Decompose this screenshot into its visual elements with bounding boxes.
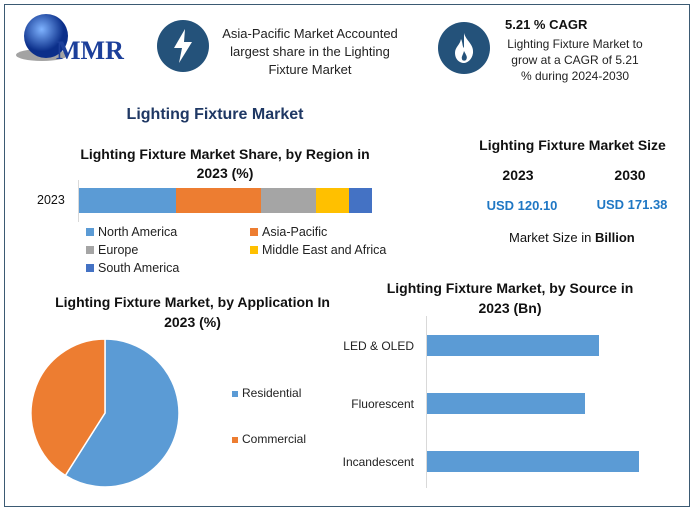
year-2023: 2023 bbox=[502, 167, 534, 183]
legend-label: Europe bbox=[98, 243, 139, 257]
source-bar-incandescent bbox=[427, 451, 639, 472]
lightning-icon bbox=[157, 20, 209, 72]
region-segment-south-america bbox=[348, 188, 372, 213]
year-2030: 2030 bbox=[614, 167, 646, 183]
source-chart-title: Lighting Fixture Market, by Source in 20… bbox=[386, 280, 634, 316]
source-bar-fluorescent bbox=[427, 393, 586, 414]
region-segment-middle-east-and-africa bbox=[316, 188, 349, 213]
value-2023: USD 120.10 bbox=[486, 198, 558, 213]
legend-label: Middle East and Africa bbox=[262, 243, 387, 257]
globe-icon bbox=[16, 14, 68, 61]
source-category-label: Incandescent bbox=[342, 455, 414, 469]
region-category-label: 2023 bbox=[37, 193, 65, 207]
note-unit: Billion bbox=[594, 230, 635, 245]
region-axis bbox=[78, 180, 79, 222]
region-chart-title: Lighting Fixture Market Share, by Region… bbox=[80, 146, 370, 181]
legend-swatch bbox=[86, 264, 94, 272]
mmr-logo: MMR bbox=[12, 10, 124, 70]
legend-item: Europe bbox=[86, 243, 138, 257]
value-2030: USD 171.38 bbox=[596, 197, 668, 212]
market-size-title: Lighting Fixture Market Size bbox=[479, 137, 666, 153]
application-chart-title: Lighting Fixture Market, by Application … bbox=[55, 294, 330, 330]
legend-label: Commercial bbox=[242, 432, 307, 446]
region-stacked-bar bbox=[79, 188, 372, 213]
legend-label: South America bbox=[98, 261, 180, 275]
legend-swatch bbox=[232, 391, 238, 397]
legend-swatch bbox=[250, 228, 258, 236]
logo-text: MMR bbox=[56, 36, 124, 65]
pie-slice-residential bbox=[64, 338, 180, 488]
legend-swatch bbox=[232, 437, 238, 443]
pie-slice-commercial bbox=[30, 338, 106, 477]
market-size-note: Market Size in Billion bbox=[509, 230, 635, 245]
region-segment-asia-pacific bbox=[175, 188, 261, 213]
flame-icon bbox=[438, 22, 490, 74]
source-category-label: LED & OLED bbox=[343, 339, 414, 353]
source-category-label: Fluorescent bbox=[351, 397, 414, 411]
legend-swatch bbox=[86, 246, 94, 254]
note-prefix: Market Size in bbox=[509, 230, 595, 245]
cagr-text: Lighting Fixture Market to grow at a CAG… bbox=[507, 37, 643, 83]
legend-label: Asia-Pacific bbox=[262, 225, 328, 239]
main-title: Lighting Fixture Market bbox=[126, 106, 304, 123]
legend-label: Residential bbox=[242, 386, 302, 400]
cagr-title: 5.21 % CAGR bbox=[505, 17, 588, 32]
legend-swatch bbox=[250, 246, 258, 254]
source-bar-led-oled bbox=[427, 335, 600, 356]
legend-label: North America bbox=[98, 225, 178, 239]
infographic-frame bbox=[4, 4, 690, 507]
info-asia-pacific: Asia-Pacific Market Accounted largest sh… bbox=[222, 26, 398, 77]
region-segment-north-america bbox=[79, 188, 176, 213]
application-pie-chart bbox=[30, 338, 180, 488]
region-segment-europe bbox=[260, 188, 317, 213]
legend-item: North America bbox=[86, 225, 177, 239]
legend-item: South America bbox=[86, 261, 179, 275]
legend-item: Residential bbox=[232, 386, 301, 400]
legend-swatch bbox=[86, 228, 94, 236]
legend-item: Commercial bbox=[232, 432, 306, 446]
source-axis bbox=[426, 316, 427, 488]
legend-item: Asia-Pacific bbox=[250, 225, 327, 239]
legend-item: Middle East and Africa bbox=[250, 243, 386, 257]
